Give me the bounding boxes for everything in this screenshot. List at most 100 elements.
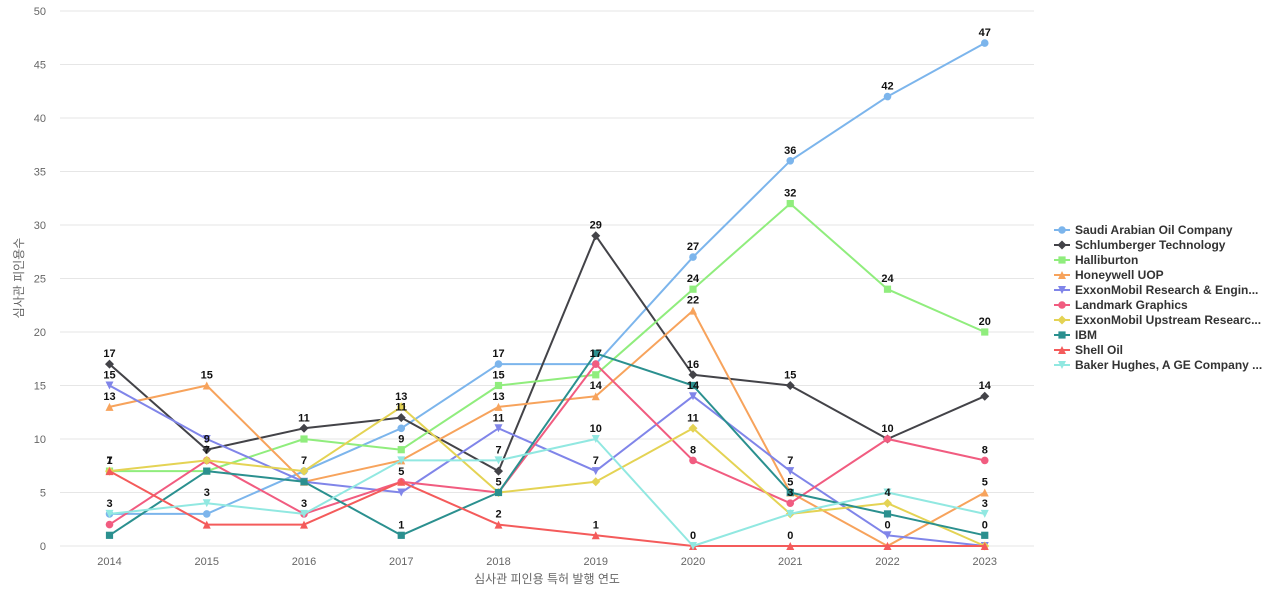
legend-item[interactable]: Halliburton: [1054, 253, 1138, 267]
legend-item[interactable]: ExxonMobil Upstream Researc...: [1054, 313, 1261, 327]
y-axis-title: 심사관 피인용수: [12, 238, 26, 319]
legend-label: IBM: [1075, 328, 1097, 342]
data-label: 3: [301, 498, 307, 510]
data-point: [105, 402, 114, 411]
legend-label: Baker Hughes, A GE Company ...: [1075, 358, 1262, 372]
data-label: 3: [787, 487, 793, 499]
data-point: [494, 456, 503, 465]
x-tick-label: 2022: [875, 556, 899, 568]
series-9: [105, 467, 989, 550]
data-point: [494, 488, 503, 497]
legend-item[interactable]: Baker Hughes, A GE Company ...: [1054, 358, 1262, 372]
data-label: 20: [979, 316, 991, 328]
series-line: [109, 202, 986, 473]
y-tick-label: 5: [40, 488, 46, 500]
legend-marker: [1058, 226, 1066, 234]
legend-item[interactable]: Saudi Arabian Oil Company: [1054, 223, 1233, 237]
data-point: [883, 488, 892, 497]
series-line: [109, 405, 986, 547]
data-point: [397, 488, 406, 497]
data-point: [980, 509, 989, 518]
data-label: 32: [784, 188, 796, 200]
gridlines: [60, 10, 1034, 547]
y-tick-label: 25: [34, 274, 46, 286]
data-point: [980, 39, 989, 47]
data-point: [981, 531, 989, 539]
legend-marker: [1058, 286, 1066, 294]
data-point: [105, 531, 114, 539]
data-point: [591, 360, 600, 368]
data-point: [494, 466, 503, 476]
data-point: [591, 435, 600, 443]
data-point: [883, 531, 892, 540]
data-point: [397, 531, 405, 539]
data-label: 3: [982, 498, 988, 510]
data-point: [202, 455, 212, 465]
data-point: [300, 520, 308, 529]
data-point: [688, 370, 698, 380]
data-label: 11: [395, 402, 407, 414]
legend-item[interactable]: Shell Oil: [1054, 343, 1123, 357]
x-axis: 2014 2015 2016 2017 2018 2019 2020 2021 2022 2023: [97, 556, 997, 568]
series-line: [109, 470, 985, 547]
legend-label: Shell Oil: [1075, 343, 1123, 357]
x-tick-label: 2023: [973, 556, 997, 568]
data-point: [397, 456, 406, 465]
legend-item[interactable]: Schlumberger Technology: [1054, 238, 1226, 252]
data-label: 1: [398, 519, 404, 531]
data-label: 7: [204, 444, 210, 456]
series-line: [109, 438, 985, 547]
legend-item[interactable]: Honeywell UOP: [1054, 268, 1164, 282]
data-label: 2: [495, 509, 501, 521]
data-point: [105, 359, 114, 369]
data-point: [203, 467, 211, 475]
data-point: [786, 467, 795, 476]
data-label: 15: [492, 370, 504, 382]
legend-label: Landmark Graphics: [1075, 298, 1188, 312]
legend-marker: [1058, 271, 1066, 279]
y-tick-label: 0: [40, 541, 46, 553]
data-point: [689, 253, 697, 261]
x-tick-label: 2020: [681, 556, 705, 568]
data-label: 9: [398, 434, 404, 446]
x-tick-label: 2017: [389, 556, 413, 568]
data-point: [786, 509, 795, 518]
data-label: 5: [495, 477, 501, 489]
data-point: [689, 306, 697, 315]
data-label: 24: [687, 273, 700, 285]
data-point: [591, 531, 600, 540]
x-tick-label: 2016: [292, 556, 316, 568]
data-point: [689, 542, 697, 550]
x-axis-title: 심사관 피인용 특허 발행 연도: [474, 571, 620, 586]
data-point: [883, 92, 892, 101]
data-point: [202, 499, 211, 508]
data-point: [591, 467, 600, 476]
data-label: 13: [492, 391, 504, 403]
legend-label: Halliburton: [1075, 253, 1138, 267]
data-label: 7: [495, 444, 501, 456]
data-label: 10: [881, 423, 893, 435]
data-label: 5: [398, 466, 404, 478]
legend-item[interactable]: IBM: [1054, 328, 1097, 342]
data-label: 17: [590, 348, 602, 360]
data-label: 16: [687, 359, 699, 371]
data-point: [980, 488, 989, 497]
data-label: 5: [982, 477, 988, 489]
data-point: [202, 435, 211, 443]
x-tick-label: 2019: [584, 556, 608, 568]
data-label: 3: [106, 498, 112, 510]
legend-item[interactable]: Landmark Graphics: [1054, 298, 1188, 312]
data-label: 5: [787, 477, 793, 489]
data-point: [202, 510, 211, 518]
data-point: [300, 509, 308, 518]
legend-label: Honeywell UOP: [1075, 268, 1164, 282]
y-axis: 0 5 10 15 20 25 30 35 40 45 50: [34, 6, 46, 553]
legend-marker: [1057, 240, 1067, 250]
data-point: [396, 402, 406, 412]
legend-item[interactable]: ExxonMobil Research & Engin...: [1054, 283, 1258, 297]
data-point: [300, 478, 308, 486]
data-label: 7: [301, 455, 307, 467]
series-10: [105, 435, 989, 550]
data-point: [592, 371, 600, 379]
